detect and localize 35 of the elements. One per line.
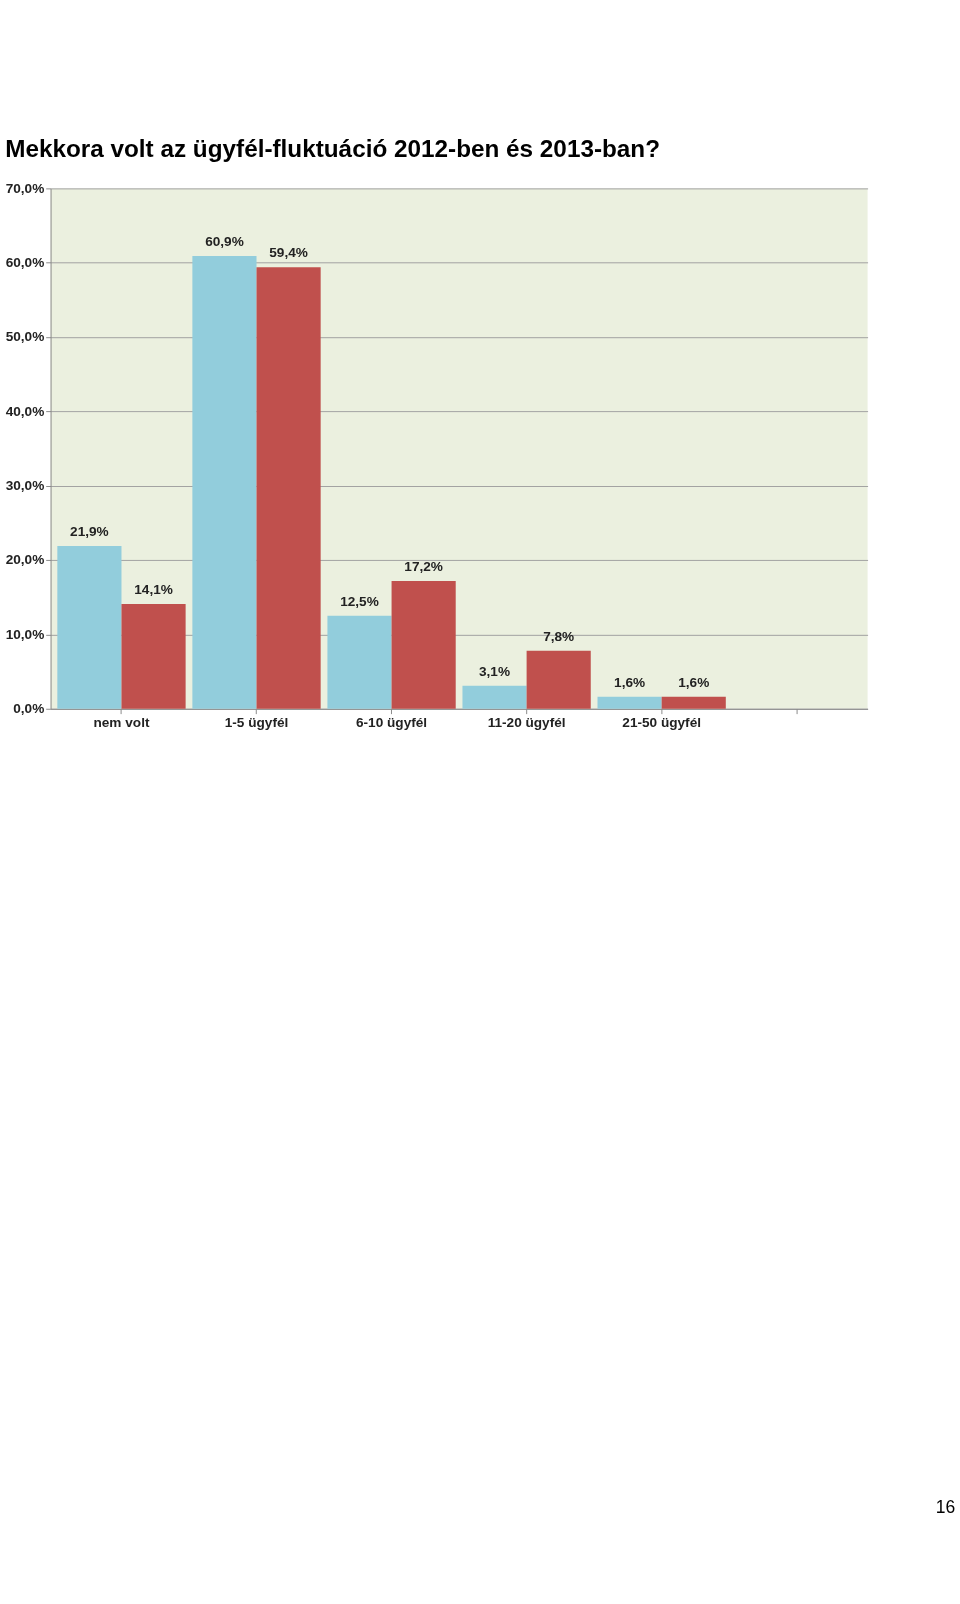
- data-label: 17,2%: [404, 559, 443, 575]
- bar: [597, 696, 662, 709]
- bar: [121, 603, 186, 709]
- bar: [192, 256, 257, 709]
- y-tick-label: 30,0%: [5, 478, 45, 494]
- data-label: 59,4%: [269, 245, 308, 261]
- bar: [57, 545, 122, 709]
- data-label: 21,9%: [70, 524, 109, 540]
- bar: [391, 580, 456, 709]
- chart-title: Mekkora volt az ügyfél-fluktuáció 2012-ben és 2013-ban?: [5, 135, 661, 163]
- x-tick-label: nem volt: [93, 714, 150, 730]
- bar: [462, 685, 527, 709]
- data-label: 12,5%: [340, 594, 379, 610]
- x-tick-label: 11-20 ügyfél: [487, 714, 566, 730]
- y-tick-label: 0,0%: [13, 701, 45, 717]
- bar: [526, 650, 591, 709]
- text: 16: [935, 1497, 956, 1518]
- data-label: 60,9%: [205, 234, 244, 250]
- x-tick-label: 21-50 ügyfél: [622, 714, 701, 730]
- data-label: 1,6%: [614, 675, 646, 691]
- data-label: 1,6%: [678, 675, 710, 691]
- data-label: 7,8%: [543, 629, 575, 645]
- y-tick-label: 60,0%: [5, 255, 45, 271]
- x-tick-label: 1-5 ügyfél: [224, 714, 289, 730]
- bar: [256, 267, 321, 709]
- x-tick-label: 6-10 ügyfél: [356, 714, 428, 730]
- data-label: 14,1%: [134, 582, 173, 598]
- y-tick-label: 40,0%: [5, 403, 45, 419]
- data-label: 3,1%: [479, 663, 511, 679]
- y-tick-label: 20,0%: [5, 552, 45, 568]
- bar: [661, 696, 726, 709]
- y-tick-label: 10,0%: [5, 626, 45, 642]
- bar: [327, 615, 392, 709]
- y-tick-label: 50,0%: [5, 329, 45, 345]
- y-tick-label: 70,0%: [5, 180, 45, 196]
